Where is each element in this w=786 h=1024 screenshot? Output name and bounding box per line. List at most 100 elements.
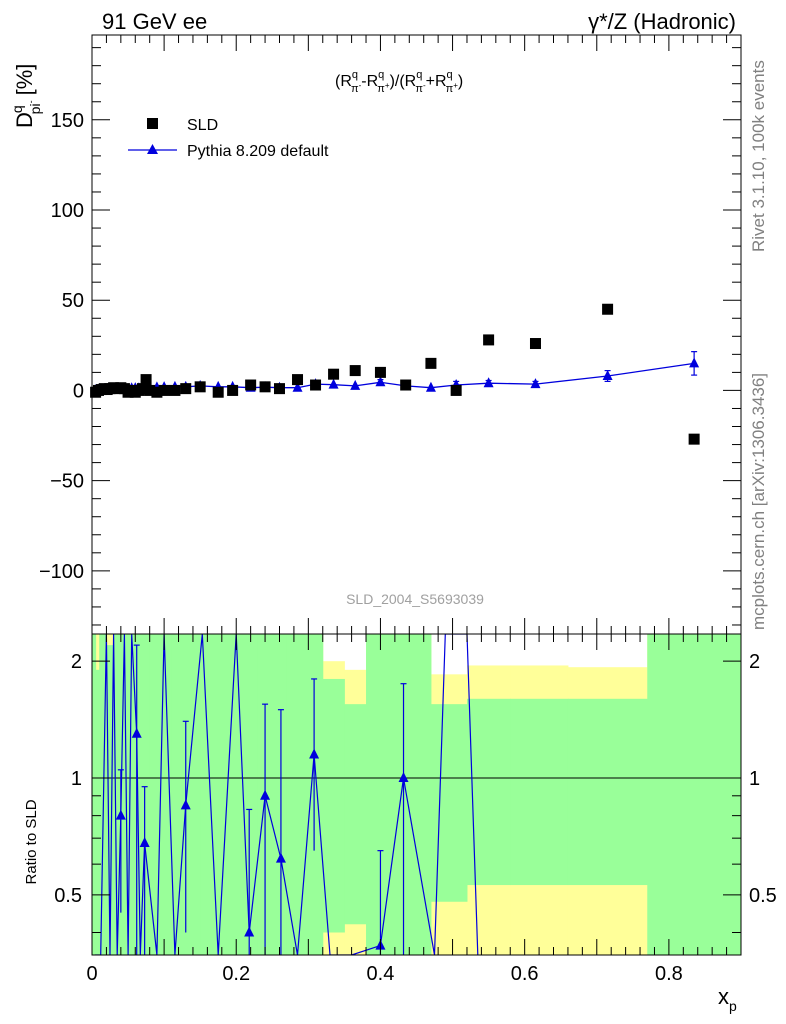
pythia-point — [689, 357, 700, 368]
sld-point — [158, 384, 170, 396]
legend-pythia-label: Pythia 8.209 default — [187, 143, 329, 160]
sld-point — [273, 383, 285, 395]
main-ylabel-unit: [%] — [12, 64, 37, 96]
ratio-green-band — [394, 634, 432, 955]
svg-text:xp: xp — [718, 984, 737, 1014]
sld-point — [169, 384, 181, 396]
pythia-point — [292, 381, 303, 392]
mcplots-label: mcplots.cern.ch [arXiv:1306.3436] — [749, 373, 768, 630]
sld-point — [483, 334, 495, 346]
main-title-formula: (Rq π--Rq π+)/(Rq π-+Rq π+) — [335, 69, 463, 95]
ratio-ytick-label-left: 2 — [71, 651, 82, 673]
sld-point — [425, 357, 437, 369]
sld-point — [140, 374, 152, 386]
ratio-green-band — [156, 634, 172, 955]
main-ytick-label: 150 — [51, 110, 84, 132]
svg-text:(Rqπ--Rqπ+)/(Rqπ-+Rqπ+): (Rq π--Rq π+)/(Rq π-+Rq π+) — [335, 69, 463, 95]
ratio-green-band — [647, 634, 741, 955]
ratio-ytick-label-right: 1 — [749, 768, 760, 790]
analysis-watermark: SLD_2004_S5693039 — [346, 591, 484, 607]
ratio-xtick-label: 0.6 — [511, 963, 539, 985]
sld-point — [602, 303, 614, 315]
main-ytick-label: −100 — [39, 561, 84, 583]
pythia-point — [328, 378, 339, 389]
sld-point — [227, 384, 239, 396]
main-ylabel: Dq pi- [%] — [9, 64, 43, 128]
ratio-green-band — [430, 704, 468, 902]
main-panel: −100 −50 0 50 100 150 — [39, 34, 742, 635]
ratio-point — [398, 772, 409, 783]
ratio-point — [275, 852, 286, 863]
sld-point — [180, 383, 192, 395]
ratio-xtick-label: 0.8 — [655, 963, 683, 985]
main-ytick-label: 0 — [73, 380, 84, 402]
ratio-green-band — [236, 634, 259, 955]
ratio-plot-area — [92, 634, 741, 955]
ratio-green-band — [567, 698, 648, 886]
ratio-green-band — [221, 634, 237, 955]
legend-sld-marker — [147, 118, 158, 129]
main-ylabel-symbol: D — [12, 112, 37, 128]
ratio-point — [260, 789, 271, 800]
sld-point — [450, 384, 462, 396]
main-ylabel-sub: pi — [27, 103, 43, 114]
ratio-xtick-label: 0.4 — [367, 963, 395, 985]
ratio-ytick-label-right: 2 — [749, 651, 760, 673]
ratio-green-band — [95, 669, 100, 955]
pythia-point — [350, 379, 361, 390]
ratio-green-band — [466, 698, 511, 886]
legend: SLD Pythia 8.209 default — [128, 117, 329, 160]
sld-point — [194, 381, 206, 393]
legend-sld-label: SLD — [187, 117, 218, 134]
ratio-point — [180, 799, 191, 810]
ratio-panel: 0.5 0.5 1 1 2 2 0 0.2 0.4 0.6 0.8 — [54, 633, 777, 985]
sld-point — [688, 433, 700, 445]
sld-point — [259, 381, 271, 393]
sld-point — [144, 384, 156, 396]
sld-point — [212, 386, 224, 398]
main-ylabel-sub-charge: - — [26, 100, 36, 103]
pythia-point — [483, 377, 494, 388]
ratio-xlabel: xp — [718, 984, 737, 1014]
sld-point — [136, 383, 148, 395]
ratio-point — [309, 748, 320, 759]
sld-point — [245, 379, 257, 391]
pythia-point — [425, 381, 436, 392]
ratio-frame — [91, 633, 742, 956]
sld-point — [151, 386, 163, 398]
ratio-green-band — [257, 634, 288, 955]
ratio-point — [131, 727, 142, 738]
ratio-xtick-label: 0 — [86, 963, 97, 985]
ratio-green-band — [92, 634, 97, 955]
header-right-title: γ*/Z (Hadronic) — [588, 9, 736, 34]
pythia-point — [530, 378, 541, 389]
ratio-point — [244, 926, 255, 937]
ratio-green-band — [149, 634, 158, 955]
sld-point — [400, 379, 412, 391]
sld-point — [529, 338, 541, 350]
main-ytick-label: −50 — [50, 471, 84, 493]
ratio-xtick-label: 0.2 — [222, 963, 250, 985]
ratio-green-band — [120, 634, 136, 955]
ratio-ylabel: Ratio to SLD — [23, 799, 40, 884]
ratio-green-band — [322, 678, 345, 933]
pythia-point — [375, 376, 386, 387]
ratio-point — [115, 809, 126, 820]
rivet-version-label: Rivet 3.1.10, 100k events — [749, 60, 768, 252]
ratio-point — [139, 837, 150, 848]
sld-point — [292, 374, 304, 386]
ratio-green-band — [106, 645, 115, 955]
legend-pythia-marker — [147, 144, 158, 154]
sld-point — [349, 365, 361, 377]
sld-point — [328, 368, 340, 380]
main-ylabel-sup: q — [9, 105, 25, 113]
header-left-title: 91 GeV ee — [102, 9, 207, 34]
sld-point — [374, 366, 386, 378]
main-ytick-label: 100 — [51, 200, 84, 222]
pythia-point — [602, 369, 613, 380]
ratio-ytick-label-left: 1 — [71, 768, 82, 790]
main-ytick-label: 50 — [62, 290, 84, 312]
ratio-green-band — [510, 698, 569, 886]
